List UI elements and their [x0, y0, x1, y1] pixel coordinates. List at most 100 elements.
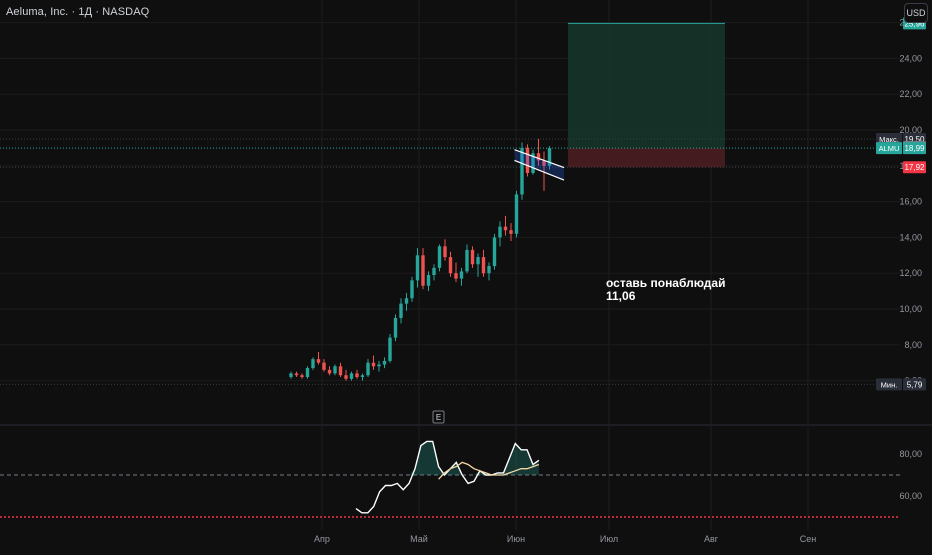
symbol-title[interactable]: Aeluma, Inc. · 1Д · NASDAQ — [6, 6, 150, 18]
candle — [415, 248, 420, 288]
candle — [542, 151, 546, 191]
candle-body — [525, 147, 530, 173]
candle-body — [520, 147, 524, 195]
candle-body — [311, 359, 315, 369]
x-tick-label: Сен — [800, 534, 817, 544]
price-tag-bg — [903, 161, 926, 174]
candle-body — [294, 373, 299, 376]
candle — [503, 215, 508, 236]
candle — [404, 292, 409, 311]
candle — [459, 267, 464, 286]
rsi-y-tick-label: 80,00 — [899, 449, 922, 459]
candle-body — [448, 257, 453, 274]
y-tick-label: 20,00 — [899, 125, 922, 135]
price-tag-value: 19,50 — [904, 135, 925, 144]
y-tick-label: 14,00 — [899, 232, 922, 242]
candle — [498, 221, 502, 247]
earnings-box — [432, 410, 445, 424]
candle-body — [542, 160, 546, 166]
candle-body — [547, 148, 552, 166]
candle — [547, 146, 552, 170]
price-tag-bg — [903, 142, 926, 155]
candle-body — [349, 373, 354, 379]
candle-body — [327, 369, 332, 374]
candle — [476, 253, 480, 277]
candle-body — [410, 280, 414, 299]
price-tag-min: Мин. 5,79 — [876, 378, 926, 391]
price-tag-value: 25,96 — [904, 19, 925, 28]
flag-channel-lower — [514, 159, 565, 181]
y-tick-label: 12,00 — [899, 268, 922, 278]
x-tick-label: Авг — [704, 534, 719, 544]
candle-body — [355, 373, 359, 378]
earnings-marker[interactable]: E — [432, 410, 445, 424]
candle-body — [459, 271, 464, 279]
candle-body — [432, 267, 436, 275]
price-tag-label: Мин. — [881, 380, 898, 389]
price-tag-label-bg — [876, 142, 902, 155]
candle — [349, 371, 354, 381]
candle-body — [360, 375, 365, 378]
candle-body — [443, 246, 447, 258]
candle — [448, 251, 453, 277]
y-tick-label: 22,00 — [899, 89, 922, 99]
candle — [322, 359, 326, 372]
currency-button[interactable]: USD — [904, 3, 928, 23]
annotation-value: 11,06 — [606, 289, 636, 303]
candle-body — [421, 255, 425, 286]
candle — [333, 364, 337, 376]
flag-channel-fill — [514, 149, 564, 181]
candle — [344, 369, 348, 381]
candle — [316, 351, 321, 365]
candle-body — [371, 362, 376, 367]
candle — [437, 244, 442, 272]
candle — [311, 357, 315, 370]
candle-body — [322, 362, 326, 370]
candle — [300, 373, 304, 379]
price-tag-value: 5,79 — [907, 380, 923, 389]
candle — [454, 262, 458, 283]
price-tag-stop: 17,92 — [903, 161, 926, 174]
candle-body — [333, 366, 337, 374]
flag-channel-upper — [514, 149, 565, 169]
loss-zone — [568, 148, 725, 168]
candle-body — [509, 230, 513, 234]
candle — [514, 190, 519, 238]
candle-body — [305, 368, 310, 378]
candle — [360, 373, 365, 381]
candle-body — [426, 274, 431, 286]
price-tag-bg — [903, 378, 926, 391]
candle-body — [415, 255, 420, 281]
candle — [355, 369, 359, 379]
candle — [421, 248, 425, 290]
candle — [294, 371, 299, 378]
rsi-ma-line — [438, 461, 540, 480]
price-tag-value: 17,92 — [904, 163, 925, 172]
candle — [432, 264, 436, 281]
y-tick-label: 16,00 — [899, 197, 922, 207]
candle — [465, 244, 469, 274]
earnings-label: E — [436, 413, 441, 422]
price-tag-last: ALMU 18,99 — [876, 142, 926, 155]
price-tag-value: 18,99 — [904, 144, 925, 153]
candle-body — [498, 226, 502, 238]
candle-body — [289, 373, 293, 378]
candle — [525, 144, 530, 177]
x-tick-label: Май — [410, 534, 428, 544]
candle-body — [338, 366, 343, 376]
candle — [443, 239, 447, 261]
rsi-overbought-fill — [356, 441, 539, 475]
candle — [481, 249, 486, 277]
candle — [289, 371, 293, 379]
y-tick-label: 24,00 — [899, 53, 922, 63]
candle — [371, 355, 376, 370]
rsi-line — [355, 440, 540, 514]
candle-body — [366, 362, 370, 376]
candle-body — [316, 359, 321, 363]
candle — [338, 362, 343, 378]
candle — [487, 262, 491, 281]
candle — [536, 138, 541, 166]
candle — [426, 271, 431, 292]
